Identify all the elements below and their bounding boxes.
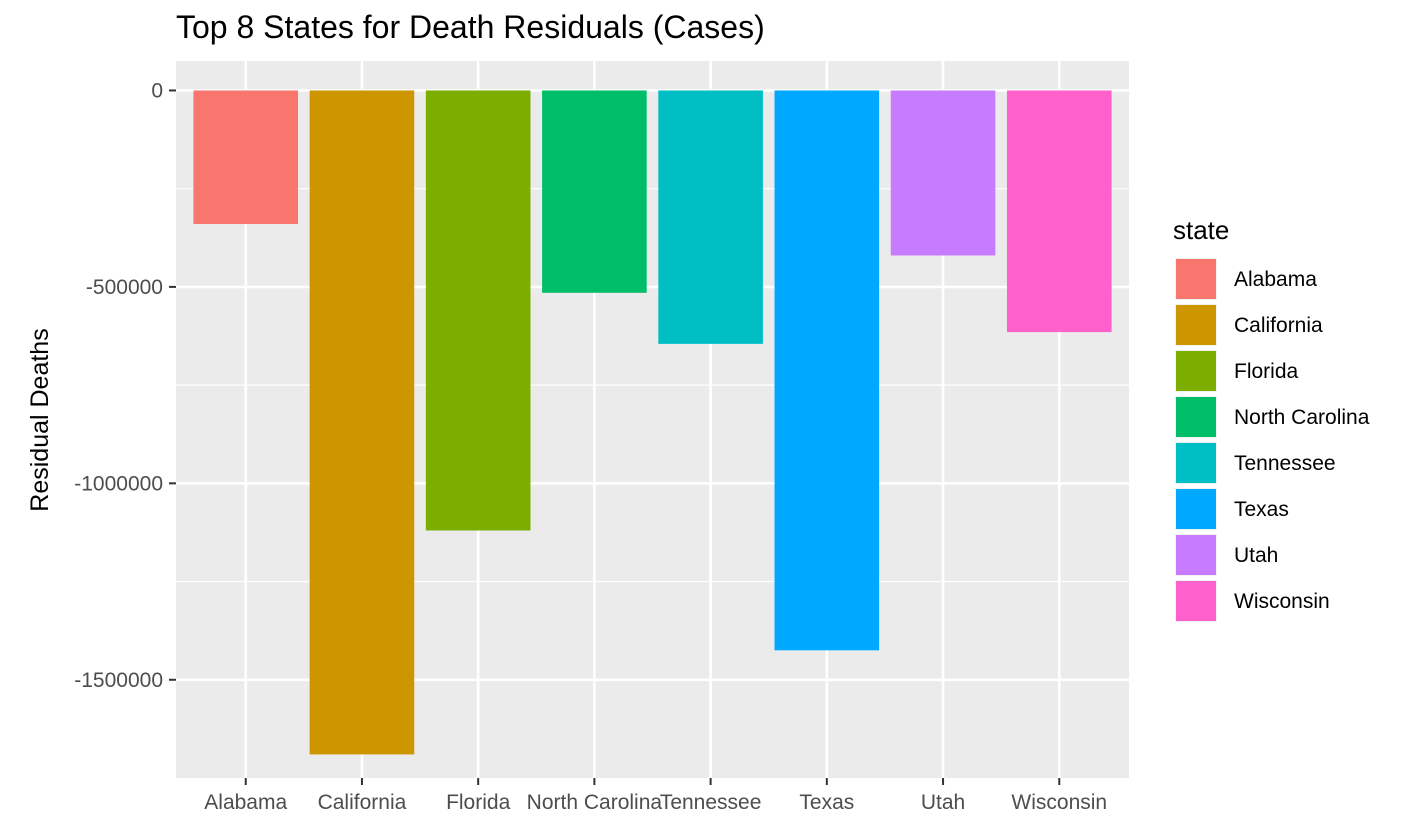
legend-swatch	[1176, 305, 1216, 345]
x-tick-label: Alabama	[204, 791, 287, 814]
legend-label: Alabama	[1234, 268, 1317, 291]
bar-alabama	[193, 90, 299, 225]
y-axis: 0 -500000 -1000000 -1500000	[74, 79, 176, 692]
legend-label: Wisconsin	[1234, 590, 1330, 613]
bar-north-carolina	[542, 90, 647, 293]
legend: state Alabama California Florida North Caro…	[1173, 215, 1370, 622]
x-tick-label: Florida	[446, 791, 511, 814]
x-tick-label: North Carolina	[527, 791, 663, 814]
bar-utah	[890, 90, 996, 256]
x-tick-label: Tennessee	[660, 791, 762, 814]
legend-label: North Carolina	[1234, 406, 1370, 429]
bar-wisconsin	[1006, 90, 1112, 333]
bar-florida	[425, 90, 531, 531]
legend-label: Texas	[1234, 498, 1289, 521]
y-tick-label: -500000	[86, 276, 163, 299]
bar-california	[309, 90, 415, 755]
chart-title: Top 8 States for Death Residuals (Cases)	[176, 9, 765, 45]
y-tick-label: 0	[151, 79, 163, 102]
legend-swatch	[1176, 443, 1216, 483]
legend-label: Tennessee	[1234, 452, 1336, 475]
legend-label: California	[1234, 314, 1323, 337]
legend-label: Florida	[1234, 360, 1299, 383]
x-tick-label: Texas	[799, 791, 854, 814]
bar-tennessee	[658, 90, 763, 344]
legend-swatch	[1176, 351, 1216, 391]
bars	[193, 90, 1112, 755]
x-axis: Alabama California Florida North CarolinaTe…	[204, 778, 1107, 814]
legend-title: state	[1173, 215, 1229, 245]
legend-swatch	[1176, 535, 1216, 575]
legend-swatch	[1176, 259, 1216, 299]
x-tick-label: Wisconsin	[1011, 791, 1107, 814]
y-axis-title: Residual Deaths	[26, 328, 54, 511]
y-tick-label: -1000000	[74, 472, 163, 495]
y-tick-label: -1500000	[74, 669, 163, 692]
x-tick-label: Utah	[921, 791, 965, 814]
legend-items: Alabama California Florida North Carolina Te…	[1175, 258, 1370, 622]
legend-swatch	[1176, 397, 1216, 437]
legend-swatch	[1176, 581, 1216, 621]
bar-texas	[774, 90, 880, 651]
legend-label: Utah	[1234, 544, 1278, 567]
legend-swatch	[1176, 489, 1216, 529]
x-tick-label: California	[318, 791, 407, 814]
